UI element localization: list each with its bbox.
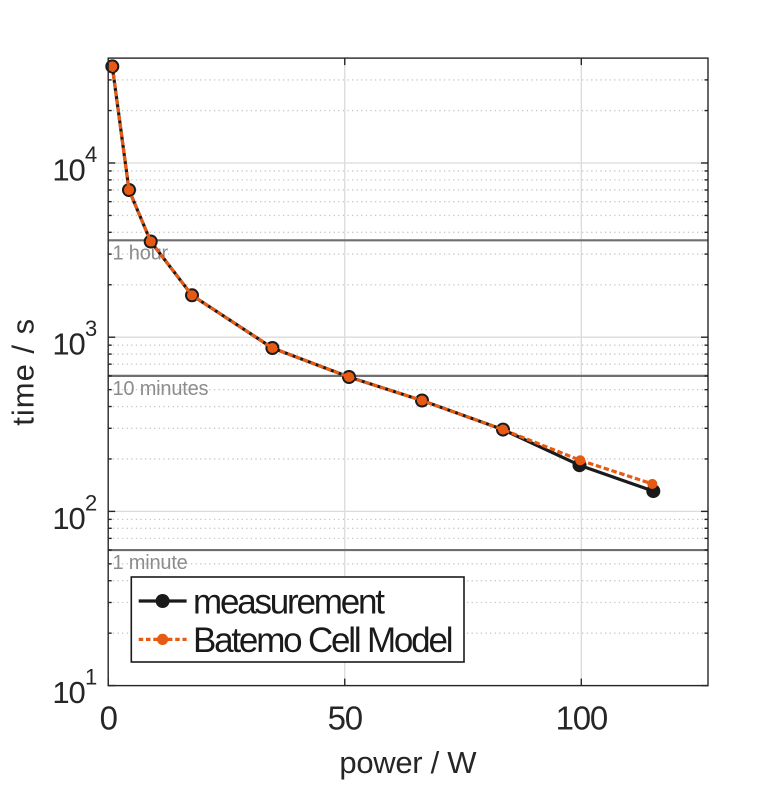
svg-text:10: 10 [52, 327, 85, 362]
svg-text:0: 0 [100, 700, 118, 737]
svg-text:Batemo Cell Model: Batemo Cell Model [193, 621, 452, 660]
svg-text:1: 1 [85, 665, 97, 690]
svg-text:measurement: measurement [193, 583, 385, 622]
svg-text:50: 50 [328, 700, 363, 737]
svg-text:4: 4 [85, 142, 97, 167]
svg-text:10 minutes: 10 minutes [113, 378, 209, 400]
svg-text:10: 10 [52, 501, 85, 536]
svg-text:power / W: power / W [339, 745, 477, 780]
svg-text:10: 10 [52, 152, 85, 187]
svg-text:10: 10 [52, 675, 85, 710]
svg-text:3: 3 [85, 316, 97, 341]
svg-text:1 minute: 1 minute [113, 552, 188, 574]
svg-text:time / s: time / s [6, 318, 41, 426]
svg-text:100: 100 [556, 700, 608, 737]
svg-text:2: 2 [85, 490, 97, 515]
